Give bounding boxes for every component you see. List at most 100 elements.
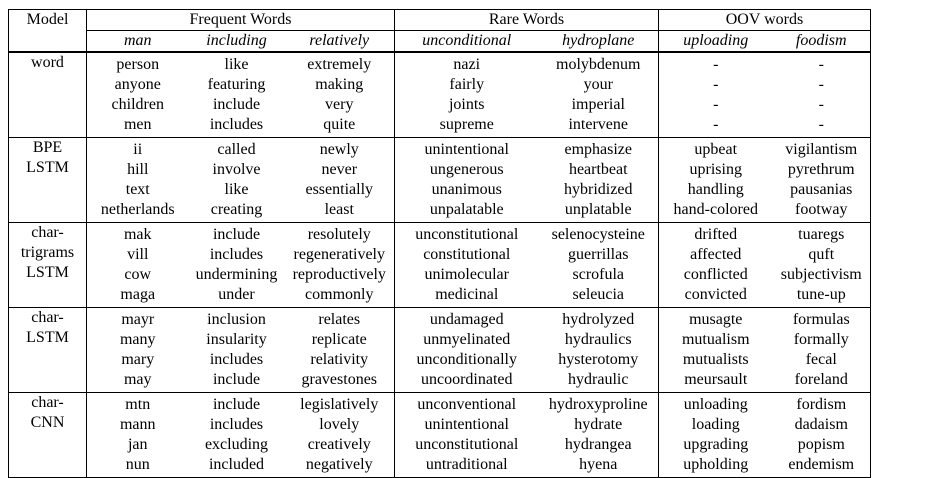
neighbor-cell: include includes undermining under [188, 222, 285, 308]
neighbor-word: - [818, 116, 824, 133]
neighbor-word: your [583, 76, 613, 93]
neighbor-word: fairly [449, 76, 485, 93]
neighbor-word: fecal [805, 351, 837, 368]
neighbor-word: vigilantism [785, 141, 858, 158]
table-row: char- CNN mtn mann jan nun include includes excl… [8, 392, 871, 478]
group-header-frequent: Frequent Words [86, 9, 395, 31]
neighbor-word: insularity [206, 331, 267, 348]
neighbor-word: hydrolyzed [562, 311, 635, 328]
neighbor-word: person [116, 56, 160, 73]
neighbor-cell: include includes excluding included [188, 392, 285, 478]
neighbor-word: unanimous [431, 181, 502, 198]
neighbor-cell: undamaged unmyelinated unconditionally unco… [394, 307, 539, 393]
neighbor-cell: ii hill text netherlands [86, 137, 189, 223]
neighbor-word: formally [793, 331, 849, 348]
neighbor-word: popism [797, 436, 845, 453]
model-name-line: trigrams [20, 244, 75, 261]
neighbor-word: footway [795, 201, 848, 218]
neighbor-word: include [212, 371, 261, 388]
neighbor-word: newly [319, 141, 359, 158]
neighbor-word: emphasize [564, 141, 633, 158]
neighbor-word: netherlands [100, 201, 175, 218]
neighbor-word: drifted [694, 226, 738, 243]
model-name-cell: word [8, 52, 87, 138]
neighbor-word: lovely [319, 416, 360, 433]
neighbor-word: conflicted [683, 266, 748, 283]
neighbor-word: hydraulics [564, 331, 632, 348]
neighbor-cell: unconventional unintentional unconstitutio… [394, 392, 539, 478]
neighbor-cell: unconstitutional constitutional unimolecul… [394, 222, 539, 308]
neighbor-word: upgrading [683, 436, 749, 453]
neighbor-word: affected [690, 246, 742, 263]
neighbor-cell: - - - - [658, 52, 773, 138]
neighbor-word: negatively [305, 456, 373, 473]
neighbor-cell: newly never essentially least [284, 137, 395, 223]
neighbor-word: pausanias [790, 181, 853, 198]
neighbor-word: convicted [684, 286, 747, 303]
neighbor-word: unintentional [424, 416, 509, 433]
neighbor-cell: nazi fairly joints supreme [394, 52, 539, 138]
neighbor-word: mutualism [681, 331, 750, 348]
neighbor-word: loading [691, 416, 740, 433]
neighbor-cell: mak vill cow maga [86, 222, 189, 308]
model-name-line: char- [31, 309, 64, 326]
neighbor-cell: drifted affected conflicted convicted [658, 222, 773, 308]
neighbor-word: upbeat [694, 141, 738, 158]
neighbor-word: quite [323, 116, 356, 133]
neighbor-cell: - - - - [772, 52, 871, 138]
neighbor-word: jan [127, 436, 148, 453]
neighbor-word: mayr [121, 311, 155, 328]
model-name-line: LSTM [26, 264, 69, 281]
neighbor-word: uprising [689, 161, 742, 178]
neighbor-word: undermining [195, 266, 278, 283]
neighbor-word: seleucia [572, 286, 625, 303]
neighbor-cell: unintentional ungenerous unanimous unpalata… [394, 137, 539, 223]
neighbor-word: commonly [305, 286, 374, 303]
model-name-cell: char- CNN [8, 392, 87, 478]
neighbor-word: pyrethrum [787, 161, 855, 178]
neighbor-word: very [325, 96, 354, 113]
neighbor-word: - [818, 76, 824, 93]
neighbor-word: text [125, 181, 150, 198]
neighbor-word: anyone [114, 76, 161, 93]
table-row: word person anyone children men like featuring… [8, 52, 871, 138]
neighbor-word: unconventional [417, 396, 517, 413]
neighbor-word: cow [124, 266, 152, 283]
neighbor-cell: relates replicate relativity gravestones [284, 307, 395, 393]
neighbor-word: ii [133, 141, 143, 158]
neighbor-word: unpalatable [429, 201, 504, 218]
neighbor-word: maga [120, 286, 156, 303]
neighbor-word: upholding [683, 456, 749, 473]
neighbor-cell: musagte mutualism mutualists meursault [658, 307, 773, 393]
table-row: char-trigrams LSTM mak vill cow maga include in… [8, 222, 871, 308]
neighbor-word: - [818, 56, 824, 73]
neighbor-word: reproductively [292, 266, 386, 283]
neighbor-word: tuaregs [798, 226, 845, 243]
neighbor-cell: hydroxyproline hydrate hydrangea hyena [538, 392, 659, 478]
neighbor-cell: hydrolyzed hydraulics hysterotomy hydraulic [538, 307, 659, 393]
neighbor-word: medicinal [435, 286, 499, 303]
neighbor-word: hill [127, 161, 149, 178]
neighbor-word: hydrangea [564, 436, 632, 453]
table-body: word person anyone children men like featuring… [8, 52, 871, 478]
neighbor-word: hybridized [564, 181, 633, 198]
neighbors-table: Model Frequent Words Rare Words OOV word… [8, 9, 871, 478]
neighbor-word: include [212, 96, 261, 113]
neighbor-word: mary [121, 351, 155, 368]
neighbor-word: constitutional [423, 246, 511, 263]
neighbor-word: hand-colored [673, 201, 758, 218]
neighbor-word: musagte [689, 311, 743, 328]
neighbor-cell: unloading loading upgrading upholding [658, 392, 773, 478]
model-name-cell: char-trigrams LSTM [8, 222, 87, 308]
neighbor-word: hydroxyproline [548, 396, 648, 413]
neighbor-word: include [212, 226, 261, 243]
model-name-line: char- [31, 224, 64, 241]
neighbor-cell: mtn mann jan nun [86, 392, 189, 478]
neighbor-cell: person anyone children men [86, 52, 189, 138]
neighbor-word: vill [127, 246, 149, 263]
group-header-rare: Rare Words [394, 9, 659, 31]
neighbor-word: uncoordinated [420, 371, 513, 388]
neighbor-word: includes [209, 116, 264, 133]
neighbor-cell: vigilantism pyrethrum pausanias footway [772, 137, 871, 223]
neighbor-word: creating [210, 201, 263, 218]
